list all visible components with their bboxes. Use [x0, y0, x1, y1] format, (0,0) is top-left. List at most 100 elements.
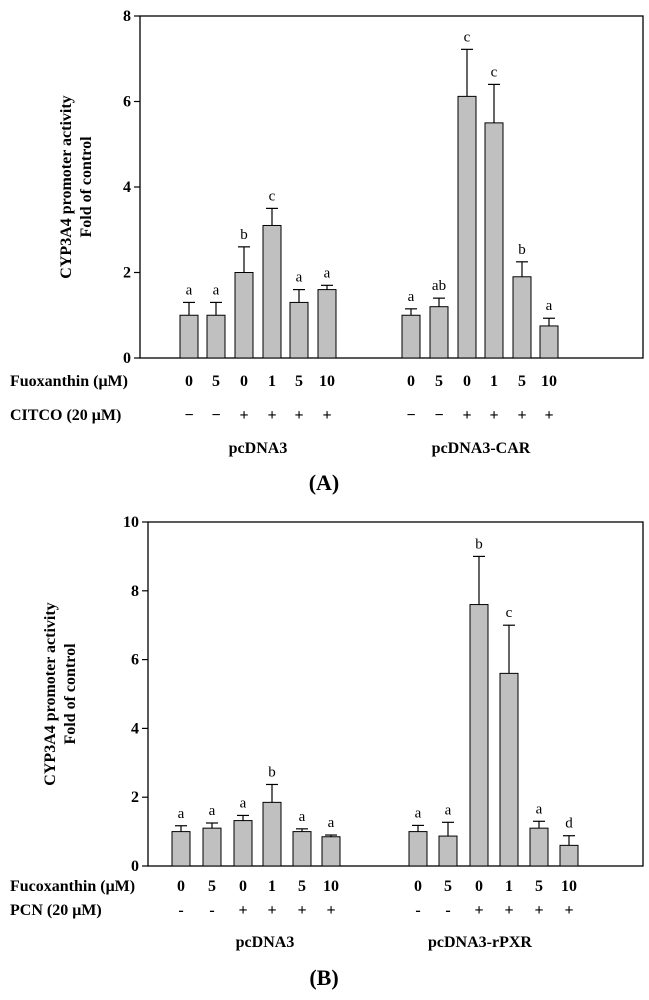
inducer-sign: − [211, 407, 220, 424]
bar [262, 801, 282, 867]
bar [408, 831, 428, 867]
bar [179, 314, 199, 359]
bar [512, 276, 532, 359]
fucoxanthin-dose: 1 [268, 373, 276, 390]
bar [438, 835, 458, 867]
significance-letter: b [475, 536, 483, 552]
group-label: pcDNA3 [229, 440, 288, 457]
y-tick-label: 8 [131, 583, 139, 600]
bar [321, 836, 341, 867]
fucoxanthin-dose: 5 [535, 878, 543, 895]
significance-letter: d [565, 816, 573, 832]
fucoxanthin-dose: 1 [268, 878, 276, 895]
significance-letter: c [506, 605, 513, 621]
fucoxanthin-dose: 5 [518, 373, 526, 390]
y-tick-label: 4 [131, 720, 139, 737]
inducer-sign: - [415, 902, 420, 919]
panel-label: (B) [309, 965, 338, 990]
significance-letter: b [518, 242, 526, 258]
y-axis-label-line: Fold of control [78, 136, 95, 238]
y-axis-label-line: Fold of control [62, 643, 79, 745]
inducer-sign: - [178, 902, 183, 919]
bar [233, 820, 253, 867]
inducer-sign: + [462, 407, 471, 424]
fucoxanthin-dose: 1 [505, 878, 513, 895]
fucoxanthin-dose: 10 [561, 878, 577, 895]
inducer-sign: + [489, 407, 498, 424]
bar [171, 831, 191, 867]
y-tick-label: 2 [131, 789, 139, 806]
fucoxanthin-dose: 0 [463, 373, 471, 390]
significance-letter: a [328, 815, 335, 831]
panel-label: (A) [309, 470, 340, 495]
significance-letter: a [299, 809, 306, 825]
y-tick-label: 6 [131, 652, 139, 669]
fucoxanthin-dose: 0 [407, 373, 415, 390]
group-label: pcDNA3-rPXR [428, 934, 532, 951]
plot-frame [147, 521, 644, 867]
bar [234, 272, 254, 359]
fucoxanthin-dose: 0 [239, 878, 247, 895]
significance-letter: a [186, 282, 193, 298]
bar [529, 827, 549, 867]
fucoxanthin-dose: 5 [444, 878, 452, 895]
y-tick-label: 8 [123, 8, 131, 25]
fucoxanthin-dose: 0 [177, 878, 185, 895]
fucoxanthin-dose: 5 [435, 373, 443, 390]
significance-letter: ab [432, 278, 446, 294]
bar [262, 224, 282, 359]
bar [559, 844, 579, 867]
bar [469, 604, 489, 867]
significance-letter: c [491, 64, 498, 80]
bar [457, 95, 477, 359]
y-tick-label: 2 [123, 265, 131, 282]
y-tick-label: 0 [131, 858, 139, 875]
inducer-sign: + [517, 407, 526, 424]
fucoxanthin-dose: 5 [208, 878, 216, 895]
y-axis-label-line: CYP3A4 promoter activity [42, 602, 59, 785]
bar [499, 672, 519, 867]
bar [202, 827, 222, 867]
bar [289, 301, 309, 359]
significance-letter: c [464, 29, 471, 45]
significance-letter: b [268, 764, 276, 780]
fucoxanthin-dose: 10 [541, 373, 557, 390]
inducer-sign: + [297, 902, 306, 919]
significance-letter: a [178, 806, 185, 822]
significance-letter: a [445, 802, 452, 818]
fucoxanthin-dose: 10 [323, 878, 339, 895]
inducer-sign: - [445, 902, 450, 919]
group-label: pcDNA3 [236, 934, 295, 951]
y-tick-label: 6 [123, 94, 131, 111]
significance-letter: a [415, 805, 422, 821]
inducer-sign: + [239, 407, 248, 424]
inducer-sign: − [184, 407, 193, 424]
significance-letter: a [296, 270, 303, 286]
inducer-sign: + [474, 902, 483, 919]
significance-letter: a [240, 795, 247, 811]
inducer-sign: + [504, 902, 513, 919]
y-tick-label: 4 [123, 179, 131, 196]
fucoxanthin-dose: 10 [319, 373, 335, 390]
significance-letter: c [269, 188, 276, 204]
bar [484, 122, 504, 359]
fucoxanthin-dose: 0 [240, 373, 248, 390]
fucoxanthin-dose: 0 [414, 878, 422, 895]
significance-letter: a [536, 801, 543, 817]
fucoxanthin-dose: 5 [298, 878, 306, 895]
inducer-sign: + [294, 407, 303, 424]
fucoxanthin-dose: 1 [490, 373, 498, 390]
fucoxanthin-row-label: Fuoxanthin (μM) [10, 373, 128, 390]
inducer-row-label: CITCO (20 μM) [10, 407, 121, 424]
inducer-sign: + [534, 902, 543, 919]
y-tick-label: 0 [123, 350, 131, 367]
group-label: pcDNA3-CAR [432, 440, 531, 457]
inducer-sign: + [267, 902, 276, 919]
inducer-sign: + [326, 902, 335, 919]
bar [539, 325, 559, 359]
bar [206, 314, 226, 359]
y-axis-label-line: CYP3A4 promoter activity [58, 95, 75, 278]
inducer-sign: + [238, 902, 247, 919]
